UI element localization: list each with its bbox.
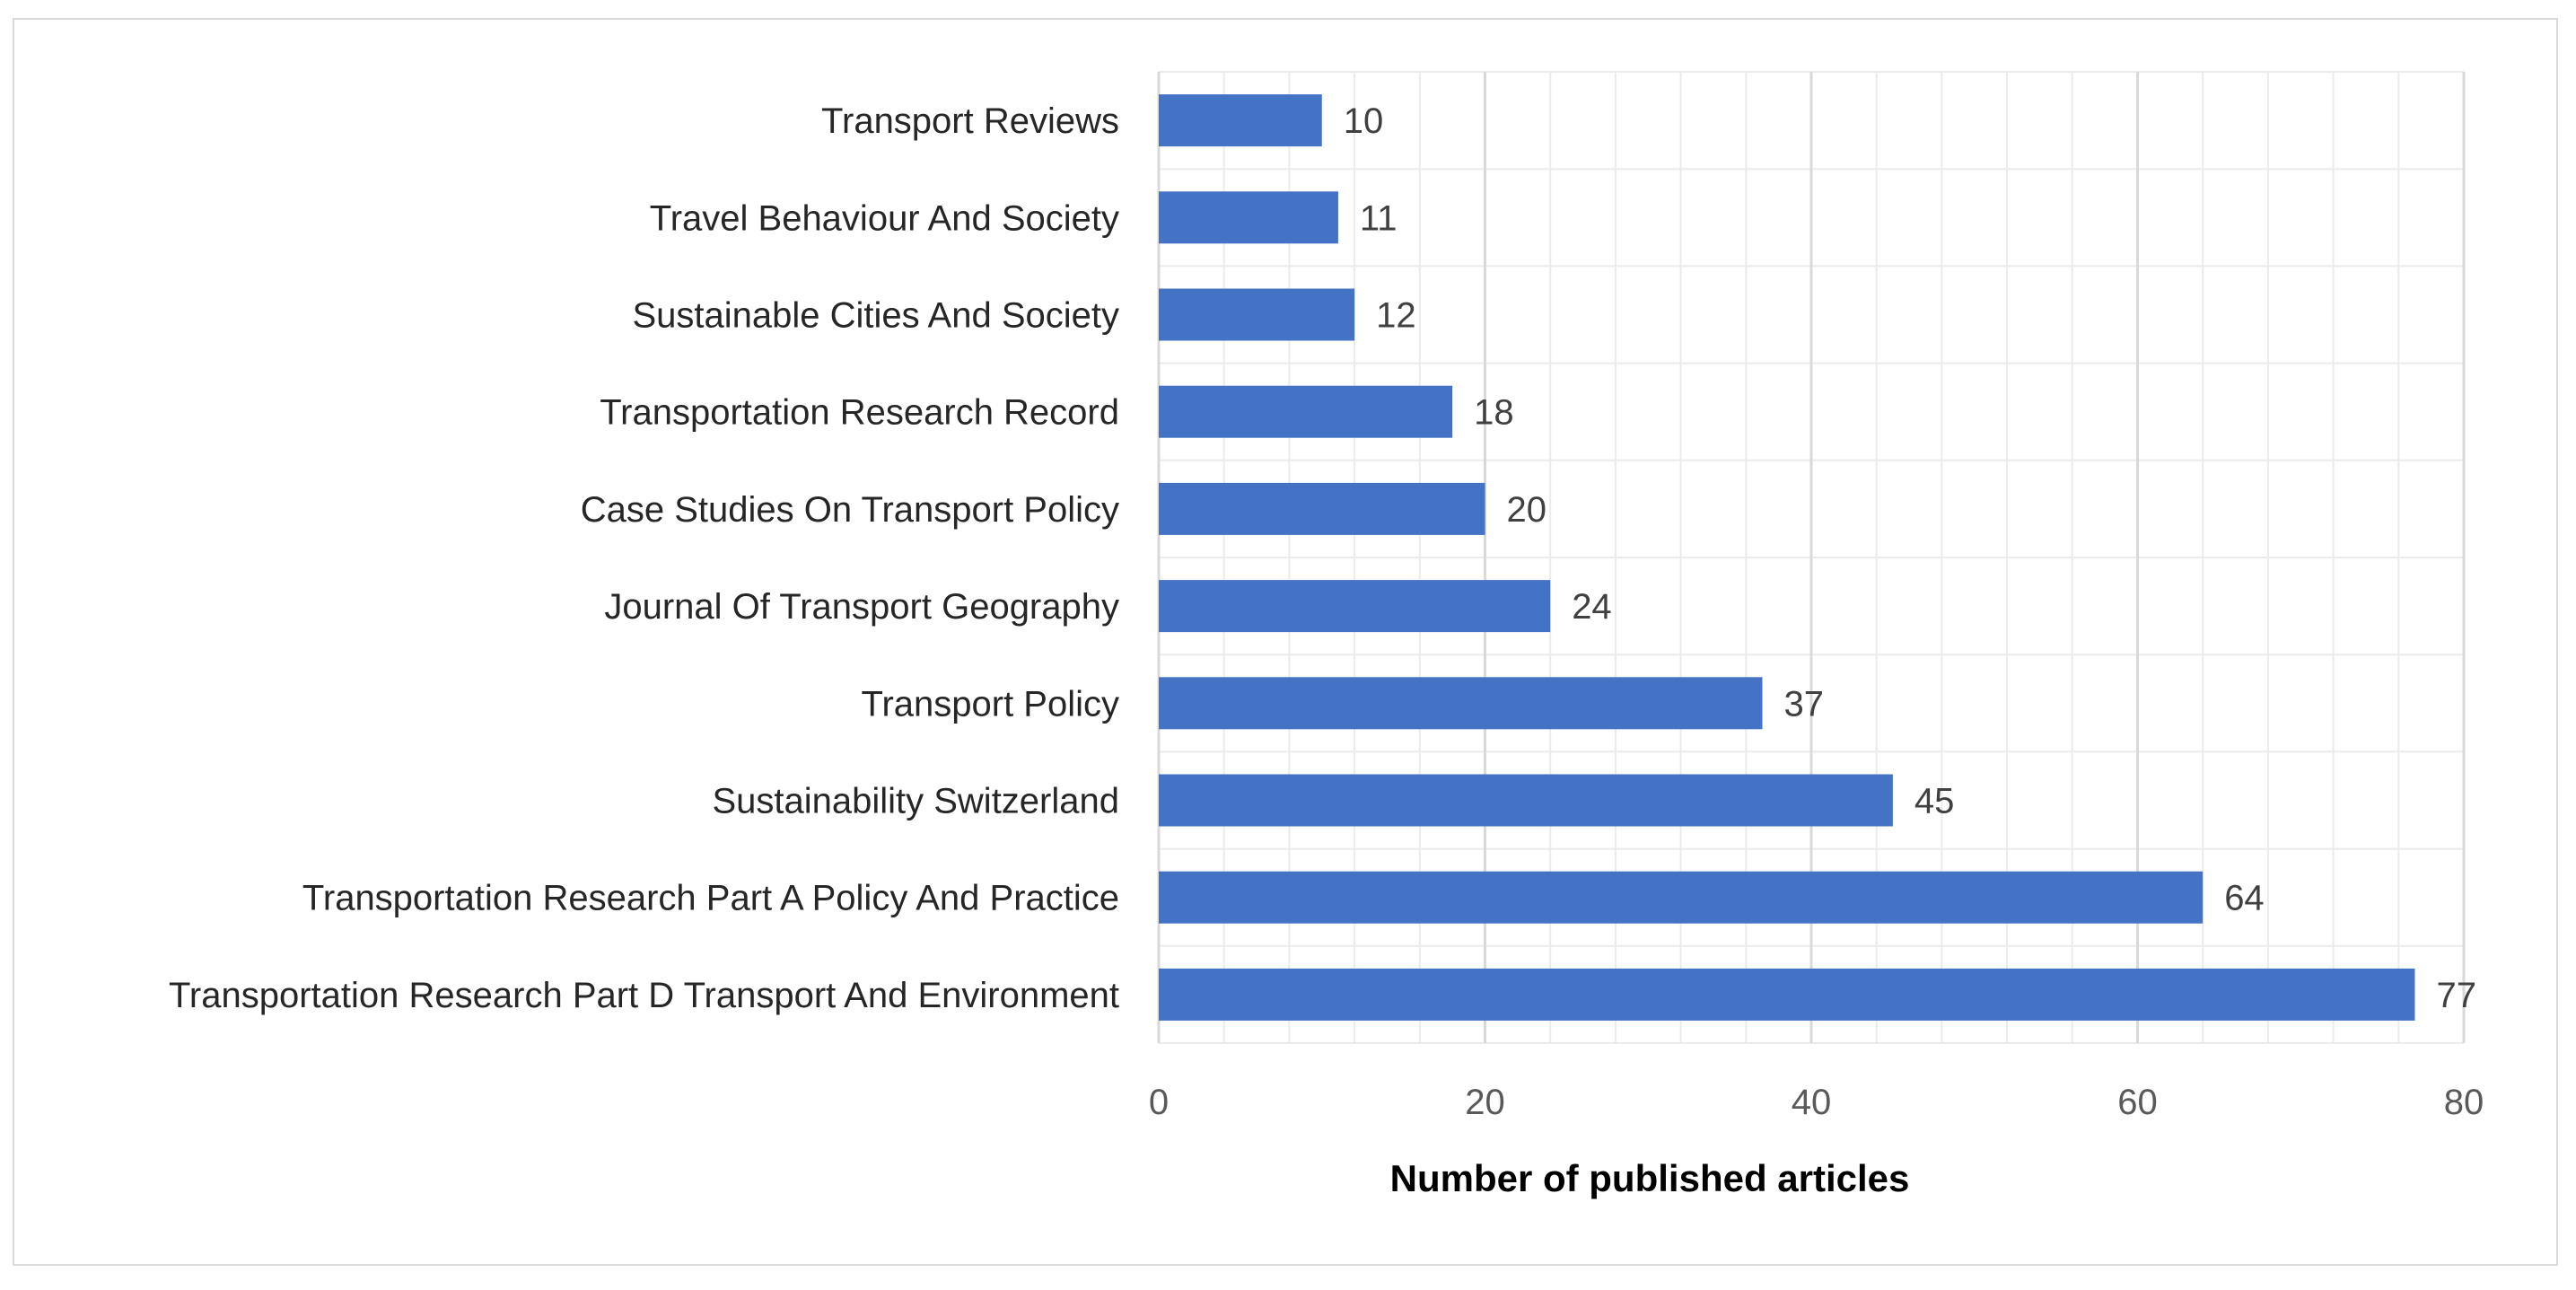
data-label: 45 [1914,782,1955,821]
value-labels: 10 11 12 18 20 24 37 45 64 77 [1344,101,2476,1015]
data-label: 77 [2436,976,2476,1015]
category-label: Journal Of Transport Geography [604,587,1119,627]
category-label: Travel Behaviour And Society [650,198,1119,238]
data-label: 24 [1572,587,1612,627]
x-axis-title: Number of published articles [1390,1157,1910,1199]
data-label: 11 [1360,198,1398,238]
data-label: 20 [1507,490,1547,530]
data-label: 12 [1376,296,1416,336]
bar [1159,288,1355,341]
x-tick-label: 0 [1149,1083,1169,1122]
category-label: Transportation Research Part A Policy An… [302,879,1119,918]
bar [1159,968,2415,1021]
bar [1159,677,1763,730]
category-label: Transport Reviews [821,101,1119,141]
category-label: Sustainability Switzerland [712,782,1119,821]
x-tick-label: 40 [1792,1083,1832,1122]
x-tick-label: 80 [2444,1083,2484,1122]
category-label: Transportation Research Record [600,393,1119,433]
bar [1159,482,1485,535]
bar [1159,774,1893,827]
category-label: Transport Policy [862,684,1120,724]
bar [1159,580,1551,633]
data-label: 18 [1474,393,1514,433]
bar [1159,871,2204,924]
category-label: Transportation Research Part D Transport… [169,976,1119,1015]
bar [1159,94,1322,147]
bar-layer [1159,94,2415,1021]
data-label: 64 [2224,879,2265,918]
x-tick-label: 60 [2117,1083,2158,1122]
x-tick-label: 20 [1465,1083,1505,1122]
bar [1159,385,1453,438]
x-axis-ticks: 0 20 40 60 80 [1149,1083,2484,1122]
category-label: Case Studies On Transport Policy [581,490,1119,530]
bar [1159,191,1338,244]
data-label: 10 [1344,101,1384,141]
category-labels: Transport Reviews Travel Behaviour And So… [169,101,1119,1015]
data-label: 37 [1783,684,1824,724]
category-label: Sustainable Cities And Society [632,296,1119,336]
